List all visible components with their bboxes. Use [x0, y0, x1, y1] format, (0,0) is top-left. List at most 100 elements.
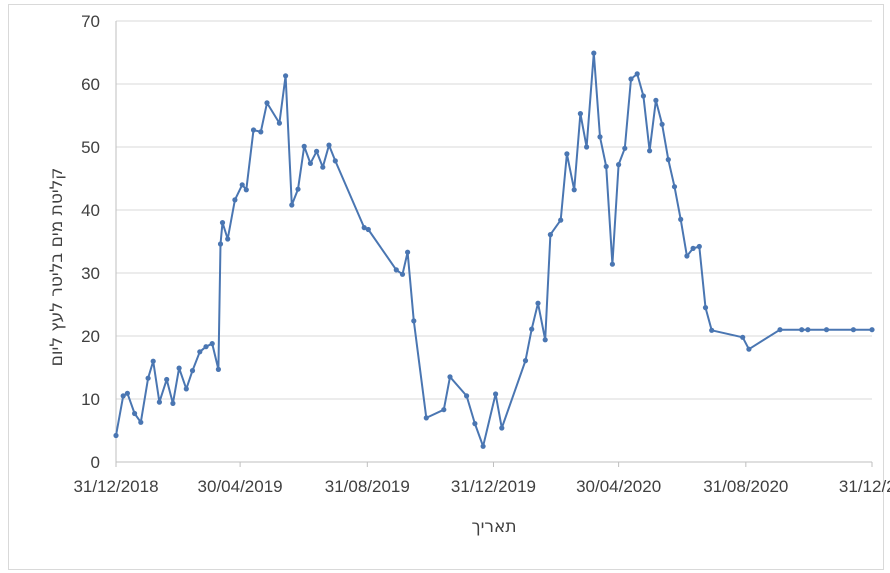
- data-point: [447, 374, 453, 380]
- data-point: [301, 143, 307, 149]
- data-point: [295, 186, 301, 192]
- data-point: [628, 76, 634, 82]
- data-point: [529, 326, 535, 332]
- x-tick-label: 30/04/2019: [198, 477, 283, 496]
- data-point: [577, 111, 584, 117]
- data-point: [183, 386, 189, 392]
- data-point: [634, 71, 640, 77]
- data-point: [522, 358, 529, 364]
- data-point: [243, 187, 249, 193]
- data-point: [640, 93, 647, 99]
- data-point: [215, 366, 221, 372]
- data-point: [823, 327, 830, 333]
- data-point: [203, 344, 209, 350]
- data-point: [740, 334, 746, 340]
- data-point: [622, 145, 628, 151]
- data-point: [441, 407, 447, 413]
- x-tick-label: 31/12/2018: [73, 477, 158, 496]
- data-point: [472, 421, 478, 427]
- data-point: [189, 368, 196, 374]
- data-point: [423, 415, 429, 421]
- data-point: [696, 243, 702, 250]
- data-point: [869, 327, 875, 333]
- data-point: [283, 73, 289, 79]
- x-tick-labels: 31/12/2018 30/04/2019 31/08/2019 31/12/2019…: [73, 477, 890, 496]
- data-point: [702, 305, 709, 311]
- gridlines: [116, 20, 872, 400]
- data-point: [564, 151, 570, 157]
- chart-frame: [8, 4, 884, 570]
- data-point: [684, 253, 690, 259]
- data-point: [405, 249, 411, 255]
- y-tick-label: 70: [81, 12, 100, 31]
- data-point: [411, 318, 417, 324]
- data-point: [671, 184, 678, 190]
- data-point: [365, 226, 371, 233]
- y-tick-label: 60: [81, 75, 100, 94]
- data-point: [659, 121, 665, 127]
- data-point: [584, 144, 590, 150]
- data-point: [276, 120, 282, 126]
- data-point: [332, 158, 338, 164]
- data-point: [264, 100, 270, 106]
- data-point: [258, 129, 264, 135]
- data-point: [217, 241, 224, 247]
- data-point: [197, 349, 203, 355]
- data-point: [289, 202, 295, 208]
- data-point: [361, 225, 367, 231]
- data-point: [746, 346, 752, 352]
- series-line: [115, 52, 872, 448]
- axes: [115, 21, 873, 467]
- data-point: [591, 50, 597, 56]
- y-tick-label: 10: [81, 390, 100, 409]
- data-point: [542, 337, 548, 343]
- y-tick-labels: 0 10 20 30 40 50 60 70: [81, 12, 100, 472]
- series-layer: [113, 50, 875, 449]
- x-tick-label: 30/04/2020: [576, 477, 661, 496]
- data-point: [320, 164, 326, 170]
- data-point: [219, 220, 226, 226]
- y-tick-label: 30: [81, 264, 100, 283]
- data-point: [678, 216, 684, 222]
- data-point: [690, 245, 696, 251]
- data-point: [156, 399, 162, 405]
- data-point: [239, 182, 245, 188]
- data-point: [176, 365, 182, 371]
- data-point: [314, 148, 320, 154]
- data-point: [150, 358, 156, 364]
- y-tick-label: 40: [81, 201, 100, 220]
- data-point: [250, 127, 257, 133]
- data-point: [307, 160, 313, 166]
- data-point: [232, 197, 238, 203]
- data-point: [145, 375, 151, 381]
- y-tick-label: 20: [81, 327, 100, 346]
- data-point: [164, 376, 170, 383]
- data-point: [777, 327, 783, 333]
- data-point: [209, 341, 215, 347]
- data-point: [225, 236, 231, 242]
- data-point: [799, 327, 805, 333]
- x-tick-label: 31/12/20: [839, 477, 890, 496]
- data-point: [665, 157, 671, 163]
- data-point: [170, 400, 176, 406]
- data-point: [124, 390, 130, 396]
- data-point: [571, 187, 577, 193]
- data-point: [558, 217, 564, 223]
- data-point: [138, 419, 144, 425]
- y-tick-label: 0: [91, 453, 100, 472]
- x-tick-label: 31/12/2019: [451, 477, 536, 496]
- data-point: [120, 393, 126, 399]
- data-point: [113, 432, 119, 439]
- data-point: [653, 97, 659, 103]
- data-point: [132, 410, 138, 417]
- data-point: [850, 327, 857, 333]
- data-point: [603, 163, 609, 170]
- x-tick-label: 31/08/2020: [703, 477, 788, 496]
- data-point: [547, 232, 554, 238]
- data-point: [493, 391, 499, 397]
- data-point: [616, 162, 622, 168]
- data-point: [609, 261, 616, 267]
- data-point: [805, 327, 811, 333]
- y-tick-label: 50: [81, 138, 100, 157]
